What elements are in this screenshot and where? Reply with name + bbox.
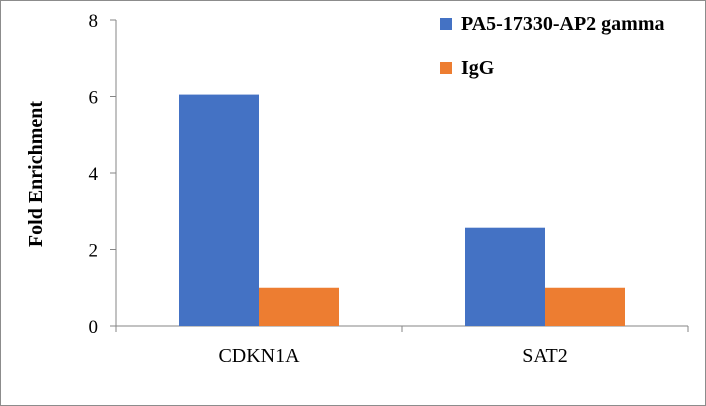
legend-swatch — [440, 18, 452, 30]
x-category-label: SAT2 — [522, 345, 568, 367]
legend-label: IgG — [461, 57, 495, 79]
x-axis: CDKN1A SAT2 — [115, 325, 689, 367]
bar-cdkn1a-series-0 — [179, 94, 259, 327]
y-tick-label: 0 — [89, 317, 99, 338]
y-axis: 0 2 4 6 8 — [89, 11, 117, 338]
y-axis-title: Fold Enrichment — [25, 101, 47, 247]
y-tick-label: 8 — [89, 11, 99, 32]
legend: PA5-17330-AP2 gamma IgG — [440, 13, 664, 79]
bar-sat2-series-0 — [465, 227, 545, 326]
bar-sat2-series-1 — [545, 287, 625, 326]
y-tick-label: 4 — [89, 164, 99, 185]
x-category-label: CDKN1A — [218, 345, 300, 367]
bar-cdkn1a-series-1 — [259, 287, 339, 326]
y-tick-label: 6 — [89, 88, 99, 109]
legend-label: PA5-17330-AP2 gamma — [461, 13, 664, 35]
legend-swatch — [440, 62, 452, 74]
y-tick-label: 2 — [89, 241, 99, 262]
bars — [179, 94, 625, 327]
